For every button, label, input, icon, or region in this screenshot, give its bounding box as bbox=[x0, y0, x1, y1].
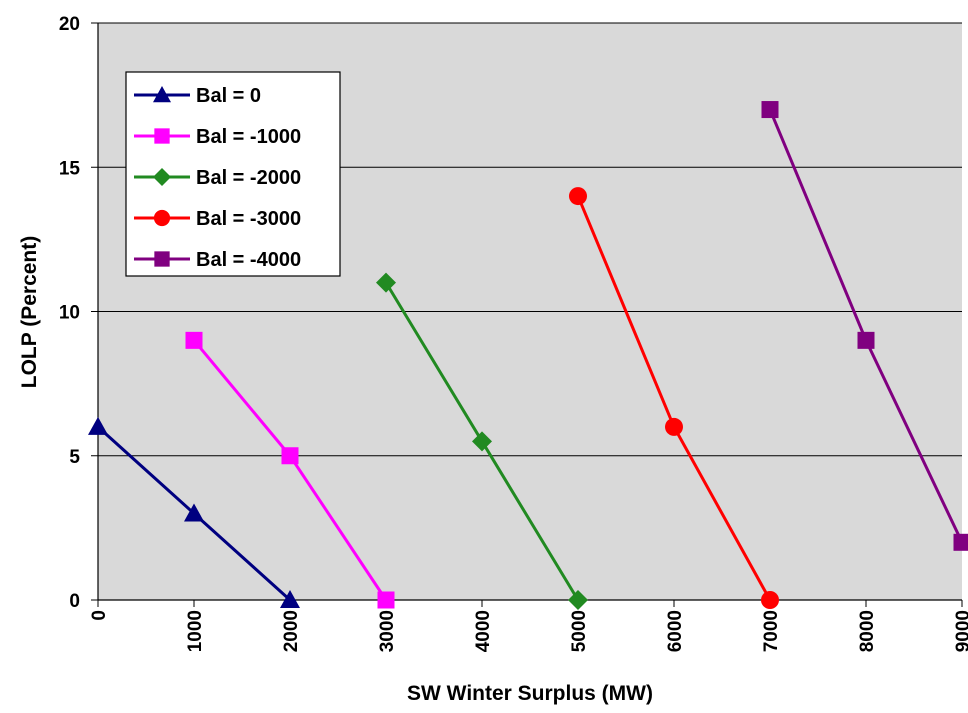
square-marker bbox=[377, 591, 395, 609]
y-tick-label: 0 bbox=[69, 591, 80, 612]
triangle-marker bbox=[88, 416, 108, 435]
legend-label: Bal = -3000 bbox=[196, 208, 301, 230]
diamond-marker bbox=[376, 272, 396, 293]
diamond-marker bbox=[153, 168, 171, 186]
legend-item: Bal = 0 bbox=[134, 85, 261, 107]
square-marker bbox=[185, 331, 203, 349]
legend-item: Bal = -3000 bbox=[134, 208, 301, 230]
square-marker bbox=[154, 251, 170, 267]
series bbox=[376, 272, 588, 610]
series bbox=[569, 187, 779, 609]
series bbox=[185, 331, 395, 609]
x-tick-label: 6000 bbox=[665, 610, 686, 652]
y-axis-title: LOLP (Percent) bbox=[18, 236, 41, 388]
y-tick-label: 5 bbox=[69, 447, 80, 468]
circle-marker bbox=[569, 187, 587, 206]
x-tick-label: 5000 bbox=[569, 610, 590, 652]
square-marker bbox=[761, 101, 779, 119]
legend-label: Bal = -4000 bbox=[196, 249, 301, 271]
x-tick-label: 2000 bbox=[281, 610, 302, 652]
legend-item: Bal = -2000 bbox=[134, 167, 301, 189]
x-tick-label: 4000 bbox=[473, 610, 494, 652]
x-tick-label: 1000 bbox=[185, 610, 206, 652]
series bbox=[761, 101, 968, 551]
diamond-marker bbox=[472, 431, 492, 452]
x-tick-label: 8000 bbox=[857, 610, 878, 652]
legend-item: Bal = -4000 bbox=[134, 249, 301, 271]
triangle-marker bbox=[153, 86, 171, 103]
x-tick-label: 9000 bbox=[953, 610, 968, 652]
diamond-marker bbox=[568, 590, 588, 610]
x-axis-title: SW Winter Surplus (MW) bbox=[407, 682, 653, 705]
square-marker bbox=[154, 128, 170, 144]
square-marker bbox=[857, 331, 875, 349]
legend-label: Bal = -2000 bbox=[196, 167, 301, 189]
legend-label: Bal = -1000 bbox=[196, 126, 301, 148]
square-marker bbox=[281, 447, 299, 465]
legend: Bal = 0 Bal = -1000 Bal = -2000 Bal = -3000… bbox=[125, 71, 341, 277]
series bbox=[88, 416, 300, 608]
x-tick-label: 0 bbox=[89, 610, 110, 621]
y-tick-label: 15 bbox=[59, 158, 81, 179]
x-tick-label: 7000 bbox=[761, 610, 782, 652]
legend-label: Bal = 0 bbox=[196, 85, 261, 107]
circle-marker bbox=[153, 209, 171, 227]
square-marker bbox=[953, 533, 968, 551]
y-tick-label: 20 bbox=[59, 14, 80, 35]
triangle-marker bbox=[184, 503, 204, 522]
axes: 0 5 10 15 20 0 1000 2000 3000 4000 5000 6000 7000 800… bbox=[59, 14, 968, 652]
x-tick-label: 3000 bbox=[377, 610, 398, 652]
triangle-marker bbox=[280, 590, 300, 608]
series-layer bbox=[88, 101, 968, 610]
y-tick-label: 10 bbox=[59, 303, 80, 324]
circle-marker bbox=[761, 591, 779, 609]
legend-item: Bal = -1000 bbox=[134, 126, 301, 148]
circle-marker bbox=[665, 417, 683, 436]
